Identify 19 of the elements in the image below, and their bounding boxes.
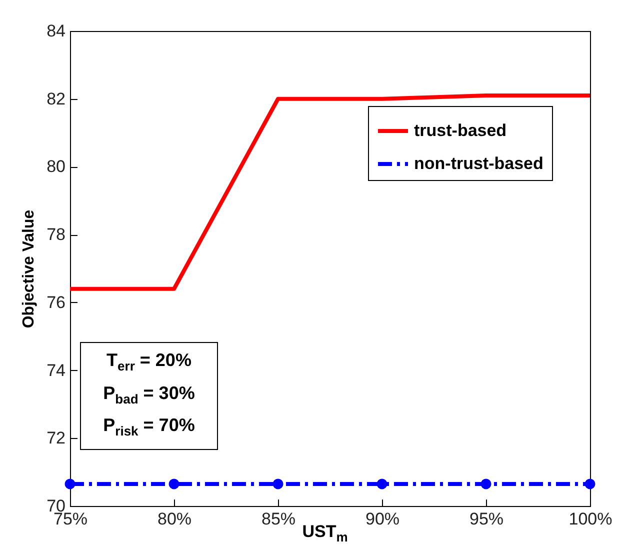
y-axis-title: Objective Value [20, 210, 38, 328]
x-tick-label: 85% [261, 510, 296, 528]
x-tick-label: 90% [365, 510, 400, 528]
y-tick-label: 74 [46, 360, 66, 380]
y-tick-label: 80 [46, 157, 66, 176]
y-tick-label: 76 [46, 292, 66, 312]
annotation: P$_{risk}$ = 70% [102, 414, 196, 441]
x-tick-label: 100% [568, 510, 612, 528]
y-tick-label: 78 [46, 225, 66, 244]
annotation: P$_{bad}$ = 30% [102, 382, 196, 408]
legend-label: trust-based [414, 121, 507, 140]
y-tick-label: 72 [46, 428, 66, 448]
y-tick-label: 82 [46, 89, 66, 108]
x-tick-label: 80% [157, 510, 192, 528]
x-tick-label: 95% [469, 510, 504, 528]
annotation: T$_{err}$ = 20% [106, 349, 192, 376]
legend-label: non-trust-based [414, 154, 544, 173]
x-axis-title: UST$_{m}$ [302, 522, 348, 544]
y-tick-label: 84 [46, 22, 66, 40]
